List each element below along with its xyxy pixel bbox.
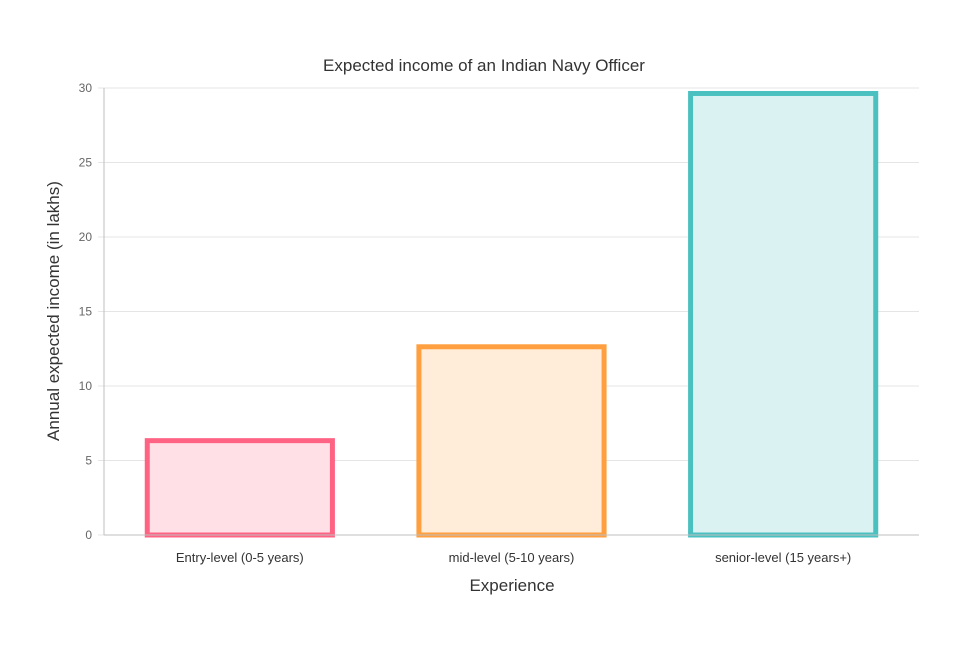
chart-title: Expected income of an Indian Navy Office… [323, 56, 645, 75]
y-tick-label: 20 [79, 230, 93, 244]
y-tick-label: 15 [79, 305, 93, 319]
y-tick-label: 25 [79, 156, 93, 170]
bar [688, 90, 879, 538]
y-tick-label: 0 [85, 528, 92, 542]
y-tick-label: 10 [79, 379, 93, 393]
y-axis-title: Annual expected income (in lakhs) [44, 181, 63, 441]
x-axis-title: Experience [469, 576, 554, 595]
x-tick-label: Entry-level (0-5 years) [176, 550, 304, 565]
y-tick-label: 30 [79, 81, 93, 95]
y-tick-labels: 0 5 10 15 20 25 30 [79, 81, 93, 542]
axes [103, 88, 919, 536]
y-tick-label: 5 [85, 454, 92, 468]
x-tick-label: senior-level (15 years+) [715, 550, 851, 565]
bar [416, 344, 607, 538]
x-tick-labels: Entry-level (0-5 years) mid-level (5-10 y… [176, 550, 851, 565]
x-tick-label: mid-level (5-10 years) [449, 550, 575, 565]
bar [144, 438, 335, 538]
bars [144, 90, 879, 538]
